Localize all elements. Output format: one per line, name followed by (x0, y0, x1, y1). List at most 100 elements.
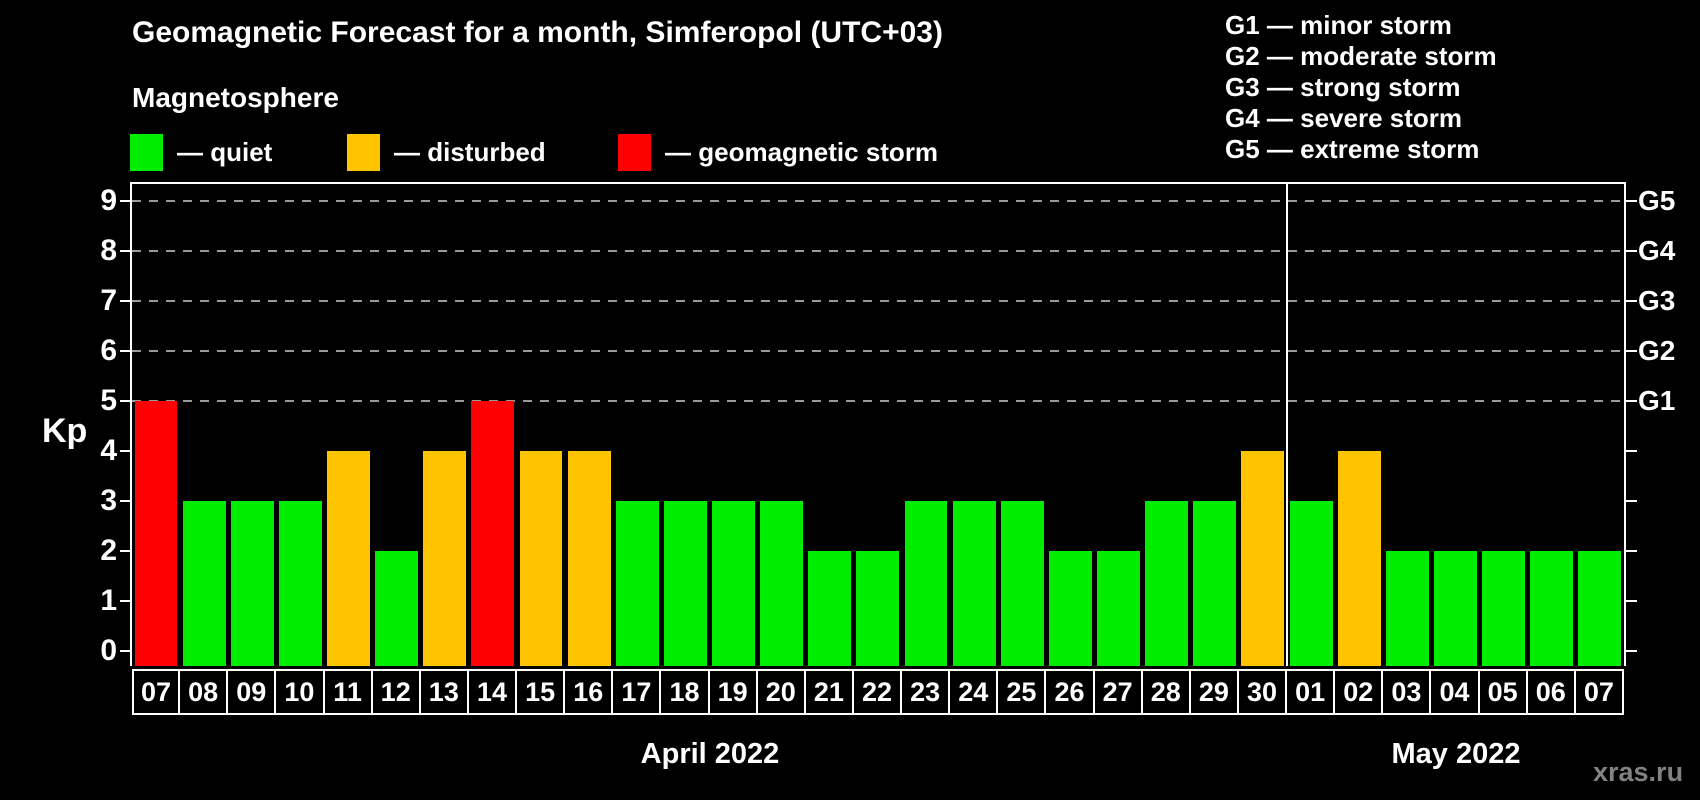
day-label: 19 (707, 669, 758, 715)
right-tick (1626, 400, 1637, 402)
y-tick-label: 6 (100, 334, 117, 367)
g-legend-line: G2 — moderate storm (1225, 41, 1497, 71)
day-label: 12 (370, 669, 421, 715)
chart-title: Geomagnetic Forecast for a month, Simfer… (132, 16, 943, 49)
gridline-kp7 (132, 300, 1624, 302)
kp-bar (423, 451, 467, 666)
g-legend-line: G5 — extreme storm (1225, 134, 1480, 164)
g-scale-legend: G1 — minor storm G2 — moderate storm G3 … (1225, 10, 1497, 165)
kp-bar (182, 501, 226, 666)
day-label: 20 (755, 669, 806, 715)
kp-bar (808, 551, 852, 666)
legend-item-disturbed: — disturbed (347, 133, 546, 171)
y-tick-label: 3 (100, 484, 117, 517)
day-label: 16 (563, 669, 614, 715)
right-tick (1626, 450, 1637, 452)
right-tick (1626, 500, 1637, 502)
legend-item-label: — geomagnetic storm (665, 136, 939, 167)
y-tick (120, 500, 131, 502)
day-label: 07 (1573, 669, 1624, 715)
kp-bar (904, 501, 948, 666)
kp-bar (1530, 551, 1574, 666)
kp-bar (1337, 451, 1381, 666)
month-separator-line (1286, 184, 1289, 666)
day-label: 22 (851, 669, 903, 715)
day-label: 23 (900, 669, 951, 715)
right-tick (1626, 650, 1637, 652)
kp-bar (760, 501, 804, 666)
day-label: 02 (1333, 669, 1384, 715)
kp-bar (952, 501, 996, 666)
kp-bar (615, 501, 659, 666)
day-label: 18 (659, 669, 710, 715)
y-tick (120, 350, 131, 352)
g-legend-line: G1 — minor storm (1225, 10, 1452, 40)
disturbed-color-swatch (347, 133, 380, 171)
g-level-label: G1 (1638, 385, 1676, 416)
y-tick (120, 300, 131, 302)
day-label: 27 (1092, 669, 1143, 715)
y-tick (120, 400, 131, 402)
right-tick (1626, 350, 1637, 352)
day-label: 03 (1381, 669, 1432, 715)
plot-border-right (1624, 182, 1626, 666)
kp-bar (1241, 451, 1285, 666)
gridline-kp6 (132, 350, 1624, 352)
day-label: 13 (418, 669, 469, 715)
kp-bar (134, 401, 178, 666)
g-level-label: G3 (1638, 285, 1676, 316)
y-tick (120, 250, 131, 252)
gridline-kp9 (132, 200, 1624, 202)
y-tick-label: 1 (100, 584, 117, 617)
y-tick (120, 650, 131, 652)
right-tick (1626, 250, 1637, 252)
day-label: 17 (611, 669, 662, 715)
y-tick-label: 9 (100, 184, 117, 217)
y-tick (120, 200, 131, 202)
day-label: 05 (1477, 669, 1528, 715)
kp-bar (375, 551, 419, 666)
right-tick (1626, 300, 1637, 302)
right-tick (1626, 200, 1637, 202)
day-label: 04 (1429, 669, 1480, 715)
g-legend-line: G4 — severe storm (1225, 103, 1463, 133)
day-label: 09 (226, 669, 277, 715)
month-label-april: April 2022 (640, 738, 780, 770)
plot-border-top (130, 182, 1626, 184)
gridline-kp8 (132, 250, 1624, 252)
right-tick (1626, 550, 1637, 552)
kp-bar (1145, 501, 1189, 666)
legend-heading: Magnetosphere (132, 82, 339, 113)
y-tick-label: 7 (100, 284, 117, 317)
g-level-label: G4 (1638, 235, 1676, 266)
kp-bar (1000, 501, 1044, 666)
day-label: 29 (1188, 669, 1239, 715)
day-label: 07 (132, 669, 181, 715)
kp-bar (1433, 551, 1477, 666)
kp-bar (1578, 551, 1622, 666)
g-legend-line: G3 — strong storm (1225, 72, 1461, 102)
day-label: 11 (322, 669, 373, 715)
kp-bar (712, 501, 755, 666)
day-label: 26 (1044, 669, 1095, 715)
kp-bar (230, 501, 274, 666)
kp-bar (1097, 551, 1140, 666)
day-label: 10 (274, 669, 325, 715)
legend-item-quiet: — quiet (130, 133, 272, 171)
day-label: 25 (996, 669, 1047, 715)
kp-bar (1289, 501, 1333, 666)
kp-bar (856, 551, 900, 666)
y-tick-label: 4 (100, 434, 117, 467)
g-level-label: G5 (1638, 185, 1676, 216)
right-tick (1626, 600, 1637, 602)
plot-border-left (130, 182, 132, 666)
kp-bar (327, 451, 370, 666)
watermark: xras.ru (1593, 757, 1684, 787)
legend-item-storm: — geomagnetic storm (618, 133, 938, 171)
day-label: 08 (178, 669, 229, 715)
kp-bar (1048, 551, 1092, 666)
g-level-label: G2 (1638, 335, 1676, 366)
kp-bar (1193, 501, 1237, 666)
gridline-kp5 (132, 400, 1624, 402)
